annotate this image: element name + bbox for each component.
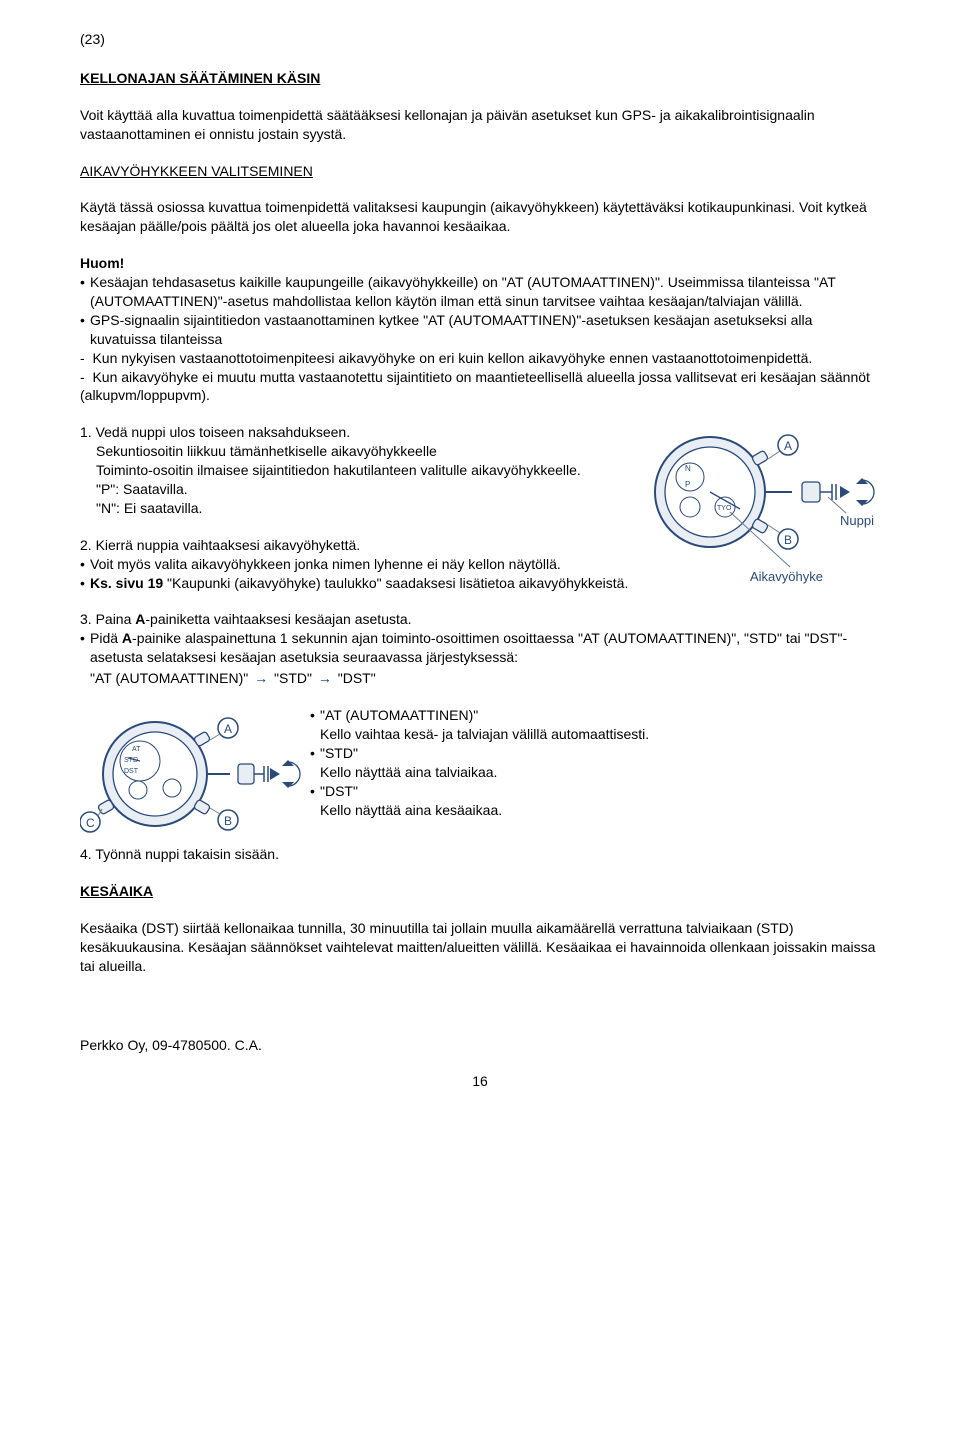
- footer-page-number: 16: [80, 1072, 880, 1091]
- paragraph-1: Käytä tässä osiossa kuvattua toimenpidet…: [80, 198, 880, 236]
- step-2-bullet: Ks. sivu 19 "Kaupunki (aikavyöhyke) taul…: [80, 574, 880, 593]
- huom-subdash: - Kun nykyisen vastaanottotoimenpiteesi …: [80, 349, 880, 368]
- svg-text:B: B: [224, 814, 232, 828]
- intro-paragraph: Voit käyttää alla kuvattua toimenpidettä…: [80, 106, 880, 144]
- step-1-line: Sekuntiosoitin liikkuu tämänhetkiselle a…: [96, 442, 680, 461]
- watch-svg-2: AT STD DST A: [80, 706, 305, 846]
- heading-main: KELLONAJAN SÄÄTÄMINEN KÄSIN: [80, 69, 880, 88]
- step-1-line: "N": Ei saatavilla.: [96, 499, 680, 518]
- svg-text:N: N: [685, 464, 691, 473]
- svg-text:DST: DST: [124, 768, 139, 775]
- page-reference: (23): [80, 30, 880, 49]
- footer-company: Perkko Oy, 09-4780500. C.A.: [80, 1036, 880, 1055]
- huom-item: GPS-signaalin sijaintitiedon vastaanotta…: [80, 311, 880, 349]
- watch-figure-2: AT STD DST A: [80, 706, 305, 851]
- huom-subdash: - Kun aikavyöhyke ei muutu mutta vastaan…: [80, 368, 880, 406]
- mode-item: "STD" Kello näyttää aina talviaikaa.: [310, 744, 910, 782]
- mode-item: "DST" Kello näyttää aina kesäaikaa.: [310, 782, 910, 820]
- svg-text:AT: AT: [132, 746, 141, 753]
- step-2-bullet: Voit myös valita aikavyöhykkeen jonka ni…: [80, 555, 880, 574]
- svg-text:B: B: [784, 533, 792, 547]
- step-3-bullet: Pidä A-painike alaspainettuna 1 sekunnin…: [80, 629, 880, 688]
- svg-text:TYO: TYO: [717, 505, 732, 512]
- arrow-icon: →: [316, 669, 334, 688]
- step-1-line: Toiminto-osoitin ilmaisee sijaintitiedon…: [96, 461, 680, 480]
- svg-text:P: P: [685, 480, 690, 489]
- svg-text:A: A: [224, 722, 232, 736]
- svg-text:Nuppi: Nuppi: [840, 513, 874, 528]
- seq-item: "AT (AUTOMAATTINEN)": [90, 670, 248, 686]
- step-3-lead: 3. Paina A-painiketta vaihtaaksesi kesäa…: [80, 610, 880, 629]
- svg-text:C: C: [86, 816, 95, 830]
- step-3-block: 3. Paina A-painiketta vaihtaaksesi kesäa…: [80, 610, 880, 688]
- arrow-icon: →: [252, 669, 270, 688]
- kesaaika-paragraph: Kesäaika (DST) siirtää kellonaikaa tunni…: [80, 919, 880, 976]
- step-1-block: 1. Vedä nuppi ulos toiseen naksahdukseen…: [80, 423, 880, 517]
- svg-text:A: A: [784, 439, 792, 453]
- heading-section-2: KESÄAIKA: [80, 882, 880, 901]
- step-1-lead: 1. Vedä nuppi ulos toiseen naksahdukseen…: [80, 423, 680, 442]
- seq-item: "STD": [274, 670, 312, 686]
- heading-section-1: AIKAVYÖHYKKEEN VALITSEMINEN: [80, 162, 880, 181]
- huom-item: Kesäajan tehdasasetus kaikille kaupungei…: [80, 273, 880, 311]
- huom-block: Huom! Kesäajan tehdasasetus kaikille kau…: [80, 254, 880, 405]
- modes-block: AT STD DST A: [80, 706, 880, 841]
- step-1-line: "P": Saatavilla.: [96, 480, 680, 499]
- huom-label: Huom!: [80, 254, 880, 273]
- mode-item: "AT (AUTOMAATTINEN)" Kello vaihtaa kesä-…: [310, 706, 910, 744]
- seq-item: "DST": [338, 670, 376, 686]
- document-page: (23) KELLONAJAN SÄÄTÄMINEN KÄSIN Voit kä…: [40, 0, 920, 1121]
- huom-list: Kesäajan tehdasasetus kaikille kaupungei…: [80, 273, 880, 349]
